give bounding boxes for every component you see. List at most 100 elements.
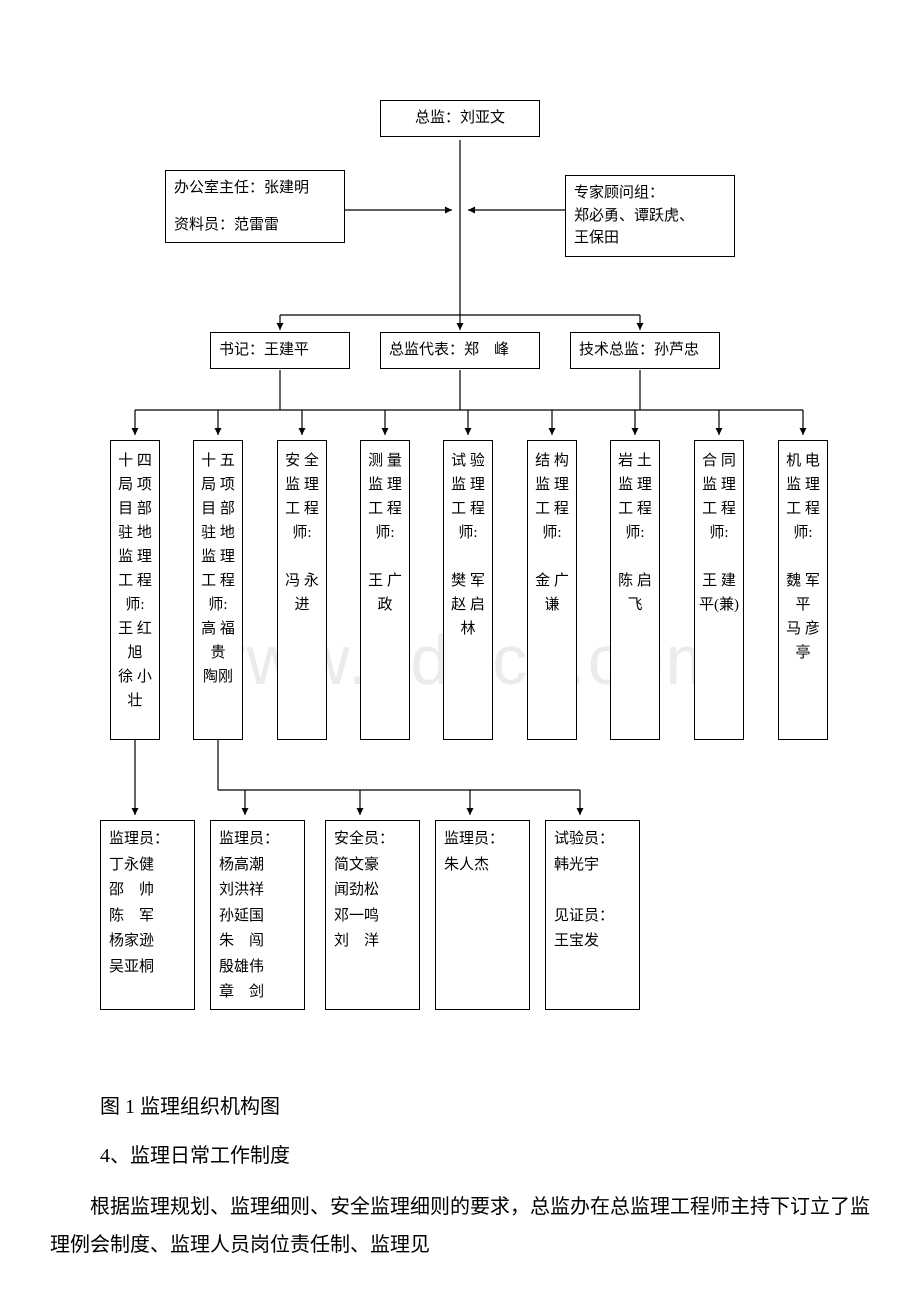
staff-header: 监理员： <box>109 827 186 853</box>
engineer-line: 王 红 <box>115 617 155 641</box>
staff-line: 陈 军 <box>109 904 186 930</box>
engineer-line: 王 广 <box>365 569 405 593</box>
staff-box-0: 监理员：丁永健邵 帅陈 军杨家逊吴亚桐 <box>100 820 195 1010</box>
engineer-line: 师: <box>365 521 405 545</box>
engineer-line: 金 广 <box>532 569 572 593</box>
staff-line: 邵 帅 <box>109 878 186 904</box>
org-chart: www.bdocx.com <box>80 100 840 1060</box>
engineer-line: 监 理 <box>532 473 572 497</box>
engineer-box-5: 结 构监 理工 程师: 金 广谦 <box>527 440 577 740</box>
staff-box-4: 试验员：韩光宇 见证员：王宝发 <box>545 820 640 1010</box>
expert-line1: 专家顾问组： <box>574 182 726 205</box>
staff-line: 闻劲松 <box>334 878 411 904</box>
engineer-line: 赵 启 <box>448 593 488 617</box>
engineer-line <box>448 545 488 569</box>
engineer-line: 旭 <box>115 641 155 665</box>
engineer-box-0: 十 四局 项目 部驻 地监 理工 程师:王 红旭徐 小壮 <box>110 440 160 740</box>
engineer-line: 冯 永 <box>282 569 322 593</box>
staff-box-1: 监理员：杨高潮刘洪祥孙延国朱 闯殷雄伟章 剑 <box>210 820 305 1010</box>
staff-header: 监理员： <box>444 827 521 853</box>
engineer-box-2: 安 全监 理工 程师: 冯 永进 <box>277 440 327 740</box>
engineer-line: 壮 <box>115 689 155 713</box>
engineer-line: 监 理 <box>699 473 739 497</box>
staff-line <box>554 878 631 904</box>
engineer-line: 监 理 <box>783 473 823 497</box>
secretary-label: 书记：王建平 <box>219 342 309 358</box>
figure-caption: 图 1 监理组织机构图 <box>100 1090 880 1119</box>
engineer-line: 工 程 <box>783 497 823 521</box>
engineer-line: 进 <box>282 593 322 617</box>
staff-line: 杨家逊 <box>109 929 186 955</box>
engineer-line: 驻 地 <box>115 521 155 545</box>
engineer-line: 合 同 <box>699 449 739 473</box>
staff-line: 殷雄伟 <box>219 955 296 981</box>
staff-header: 试验员： <box>554 827 631 853</box>
engineer-line: 高 福 <box>198 617 238 641</box>
engineer-line: 谦 <box>532 593 572 617</box>
staff-line: 见证员： <box>554 904 631 930</box>
section-heading: 4、监理日常工作制度 <box>100 1139 880 1168</box>
engineer-box-4: 试 验监 理工 程师: 樊 军赵 启林 <box>443 440 493 740</box>
engineer-line: 监 理 <box>365 473 405 497</box>
engineer-line: 师: <box>115 593 155 617</box>
tech-director-box: 技术总监：孙芦忠 <box>570 332 720 369</box>
engineer-line: 工 程 <box>365 497 405 521</box>
staff-line: 王宝发 <box>554 929 631 955</box>
staff-line: 刘洪祥 <box>219 878 296 904</box>
engineer-line: 陈 启 <box>615 569 655 593</box>
staff-line: 邓一鸣 <box>334 904 411 930</box>
staff-line: 韩光宇 <box>554 853 631 879</box>
engineer-line: 目 部 <box>115 497 155 521</box>
engineer-line: 工 程 <box>115 569 155 593</box>
engineer-line: 工 程 <box>282 497 322 521</box>
engineer-line: 徐 小 <box>115 665 155 689</box>
office-box: 办公室主任：张建明 资料员：范雷雷 <box>165 170 345 243</box>
engineer-line: 结 构 <box>532 449 572 473</box>
engineer-box-8: 机 电监 理工 程师: 魏 军平马 彦亭 <box>778 440 828 740</box>
engineer-box-1: 十 五局 项目 部驻 地监 理工 程师:高 福贵陶刚 <box>193 440 243 740</box>
engineer-line: 贵 <box>198 641 238 665</box>
engineer-line: 监 理 <box>198 545 238 569</box>
staff-box-3: 监理员：朱人杰 <box>435 820 530 1010</box>
engineer-line: 工 程 <box>198 569 238 593</box>
engineer-line <box>532 545 572 569</box>
staff-line: 杨高潮 <box>219 853 296 879</box>
engineer-line <box>783 545 823 569</box>
engineer-line: 安 全 <box>282 449 322 473</box>
staff-line: 丁永健 <box>109 853 186 879</box>
engineer-line: 十 四 <box>115 449 155 473</box>
engineer-line: 亭 <box>783 641 823 665</box>
engineer-line <box>615 545 655 569</box>
engineer-box-3: 测 量监 理工 程师: 王 广政 <box>360 440 410 740</box>
engineer-line: 局 项 <box>198 473 238 497</box>
director-box: 总监：刘亚文 <box>380 100 540 137</box>
engineer-line: 王 建 <box>699 569 739 593</box>
engineer-line: 马 彦 <box>783 617 823 641</box>
engineer-box-6: 岩 土监 理工 程师: 陈 启飞 <box>610 440 660 740</box>
engineer-line <box>699 545 739 569</box>
engineer-line: 十 五 <box>198 449 238 473</box>
office-line2: 资料员：范雷雷 <box>174 214 336 237</box>
staff-line: 孙延国 <box>219 904 296 930</box>
engineer-line: 监 理 <box>282 473 322 497</box>
engineer-line: 工 程 <box>699 497 739 521</box>
engineer-line: 工 程 <box>532 497 572 521</box>
staff-line: 朱 闯 <box>219 929 296 955</box>
engineer-line: 陶刚 <box>198 665 238 689</box>
engineer-line: 岩 土 <box>615 449 655 473</box>
office-line1: 办公室主任：张建明 <box>174 177 336 200</box>
director-label: 总监：刘亚文 <box>415 110 505 126</box>
staff-header: 安全员： <box>334 827 411 853</box>
expert-line3: 王保田 <box>574 227 726 250</box>
engineer-line: 试 验 <box>448 449 488 473</box>
engineer-line: 师: <box>783 521 823 545</box>
staff-line: 简文豪 <box>334 853 411 879</box>
engineer-line: 局 项 <box>115 473 155 497</box>
engineer-line: 林 <box>448 617 488 641</box>
expert-line2: 郑必勇、谭跃虎、 <box>574 205 726 228</box>
body-paragraph: 根据监理规划、监理细则、安全监理细则的要求，总监办在总监理工程师主持下订立了监理… <box>50 1188 870 1264</box>
engineer-line: 平(兼) <box>699 593 739 617</box>
engineer-line: 工 程 <box>615 497 655 521</box>
tech-director-label: 技术总监：孙芦忠 <box>579 342 699 358</box>
engineer-line: 政 <box>365 593 405 617</box>
